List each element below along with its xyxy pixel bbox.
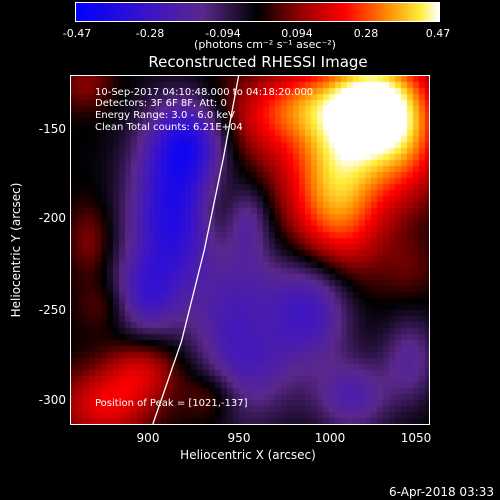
info-detectors: Detectors: 3F 6F 8F, Att: 0 [95,98,227,109]
solar-limb-curve [152,76,240,424]
plot-frame [70,75,430,425]
info-total-counts: Clean Total counts: 6.21E+04 [95,122,243,133]
y-axis-label: Heliocentric Y (arcsec) [9,182,23,318]
colorbar-tick-label: 0.28 [353,27,379,40]
y-tick-label: -250 [38,303,66,317]
x-tick-label: 900 [136,431,160,445]
info-energy-range: Energy Range: 3.0 - 6.0 keV [95,110,235,121]
x-tick-label: 950 [227,431,251,445]
generation-timestamp: 6-Apr-2018 03:33 [389,485,494,499]
colorbar-tick-label: -0.28 [135,27,165,40]
y-tick-label: -150 [38,122,66,136]
x-axis-label: Heliocentric X (arcsec) [180,448,316,462]
heatmap-image [71,76,429,424]
info-time-range: 10-Sep-2017 04:10:48.000 to 04:18:20.000 [95,87,314,98]
colorbar-tick-label: 0.47 [425,27,451,40]
colorbar-tick-label: -0.47 [62,27,92,40]
colorbar-tick-label: -0.094 [205,27,241,40]
plot-title: Reconstructed RHESSI Image [148,53,368,71]
colorbar-tick-label: 0.094 [281,27,313,40]
x-tick-label: 1050 [400,431,432,445]
colorbar [75,2,440,22]
y-tick-label: -200 [38,211,66,225]
colorbar-units-label: (photons cm⁻² s⁻¹ asec⁻²) [194,38,336,51]
x-tick-label: 1000 [314,431,346,445]
y-tick-label: -300 [38,393,66,407]
peak-position-label: Position of Peak = [1021,-137] [95,398,248,409]
limb-overlay [152,76,240,424]
